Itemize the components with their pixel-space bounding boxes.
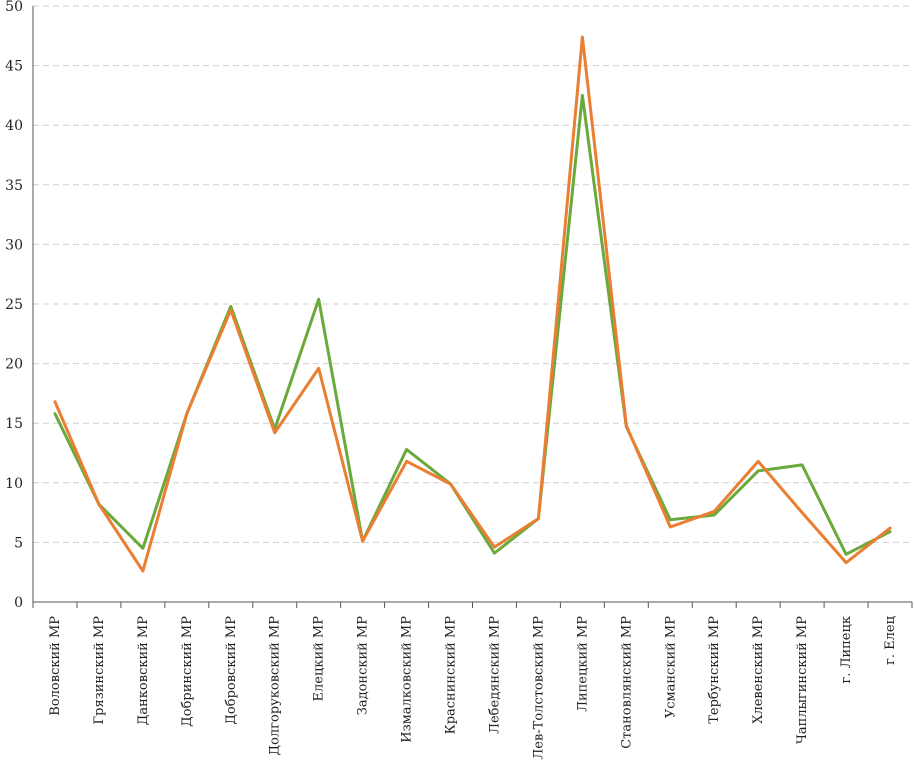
y-tick-label: 15: [5, 416, 23, 432]
x-tick-label: Лебедянский МР: [487, 616, 502, 734]
x-tick-label: Добринский МР: [180, 616, 195, 727]
series-layer: [53, 35, 892, 573]
x-tick-label: г. Елец: [883, 616, 898, 665]
x-tick-label: Чаплыгинский МР: [795, 616, 810, 744]
x-tick-label: Елецкий МР: [312, 616, 327, 702]
y-tick-label: 40: [5, 118, 23, 134]
x-tick-label: Хлевенский МР: [751, 616, 766, 724]
x-tick-label: Измалковский МР: [400, 616, 415, 743]
y-tick-label: 50: [5, 0, 23, 15]
x-tick-labels: Воловский МР Грязинский МР Данковский МР До…: [48, 616, 898, 760]
y-tick-label: 20: [5, 357, 23, 373]
y-tick-label: 25: [5, 297, 23, 313]
x-tick-label: Становлянский МР: [619, 616, 634, 749]
grid-layer: [33, 5, 912, 543]
x-tick-label: Данковский МР: [136, 616, 151, 725]
x-tick-label: Тербунский МР: [707, 616, 722, 724]
y-tick-label: 5: [14, 535, 23, 551]
x-tick-label: Задонский МР: [356, 616, 371, 716]
y-tick-label: 35: [5, 178, 23, 194]
x-tick-label: Долгоруковский МР: [268, 616, 283, 756]
x-tick-label: Грязинский МР: [92, 616, 107, 725]
x-tick-label: Добровский МР: [224, 616, 239, 725]
axis-layer: [32, 6, 913, 608]
y-tick-label: 30: [5, 237, 23, 253]
x-tick-label: Краснинский МР: [444, 616, 459, 735]
y-tick-label: 0: [14, 595, 23, 611]
x-tick-label: Лев-Толстовский МР: [531, 616, 546, 760]
x-tick-label: г. Липецк: [839, 616, 854, 683]
series-line-2: [53, 35, 892, 573]
x-tick-label: Воловский МР: [48, 616, 63, 716]
x-tick-label: Липецкий МР: [575, 616, 590, 712]
x-tick-label: Усманский МР: [663, 616, 678, 718]
series-line-1: [53, 93, 892, 556]
y-tick-label: 10: [5, 476, 23, 492]
y-tick-label: 45: [5, 59, 23, 75]
y-tick-labels: 0 5 10 15 20 25 30 35 40 45 50: [5, 0, 23, 611]
